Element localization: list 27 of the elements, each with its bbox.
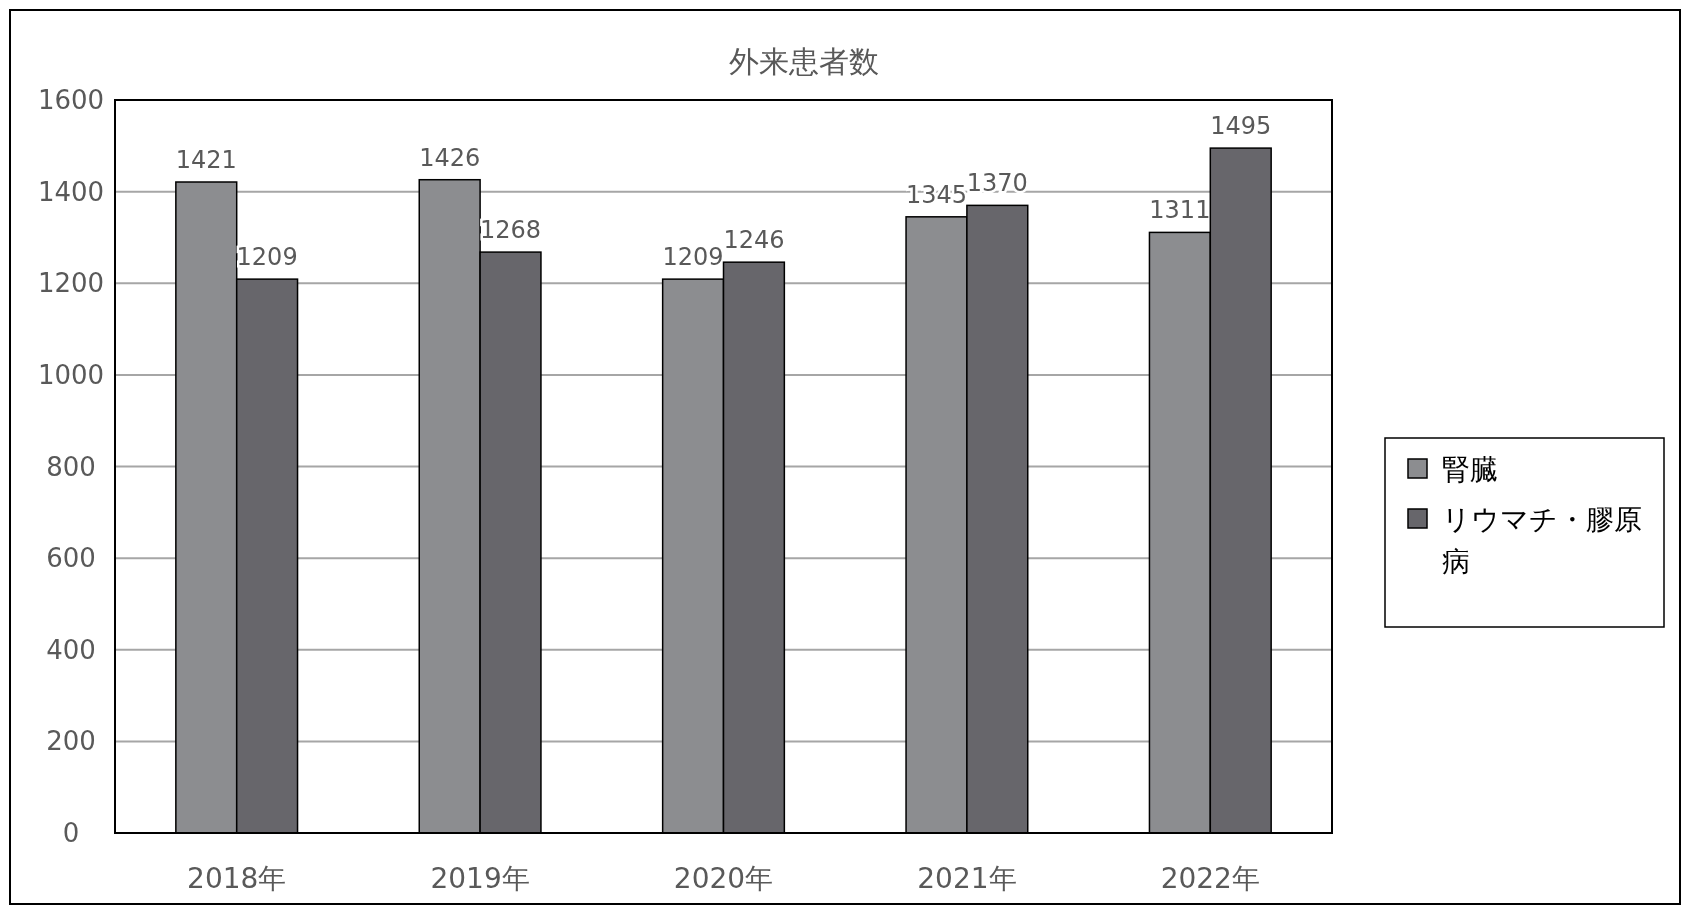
- y-tick-label: 1000: [37, 359, 105, 390]
- x-tick-label: 2020年: [673, 862, 774, 895]
- chart-title: 外来患者数: [728, 44, 879, 79]
- data-label: 1421: [175, 146, 237, 174]
- y-tick-label: 1600: [37, 85, 105, 115]
- data-label: 1495: [1210, 112, 1272, 141]
- y-tick-label: 800: [46, 451, 96, 482]
- y-tick-label: 0: [62, 818, 80, 848]
- legend-label: 腎臓: [1442, 453, 1498, 486]
- x-tick-label: 2022年: [1160, 862, 1260, 895]
- data-label: 1370: [966, 169, 1028, 198]
- data-label: 1209: [236, 243, 298, 272]
- x-tick-label: 2018年: [187, 862, 287, 895]
- x-tick-label: 2021年: [917, 862, 1017, 895]
- data-label: 1268: [479, 216, 542, 245]
- data-label: 1209: [662, 243, 724, 272]
- x-tick-label: 2019年: [430, 862, 530, 895]
- data-label: 1311: [1149, 196, 1211, 225]
- y-tick-label: 400: [46, 634, 96, 665]
- data-label: 1426: [419, 143, 481, 172]
- data-label: 1345: [905, 180, 968, 209]
- y-tick-label: 1200: [37, 268, 105, 299]
- y-tick-label: 600: [46, 543, 96, 574]
- data-label: 1246: [723, 226, 785, 255]
- y-tick-label: 1400: [37, 176, 105, 207]
- y-tick-label: 200: [46, 726, 96, 757]
- legend-label: リウマチ・膠原病: [1442, 503, 1642, 578]
